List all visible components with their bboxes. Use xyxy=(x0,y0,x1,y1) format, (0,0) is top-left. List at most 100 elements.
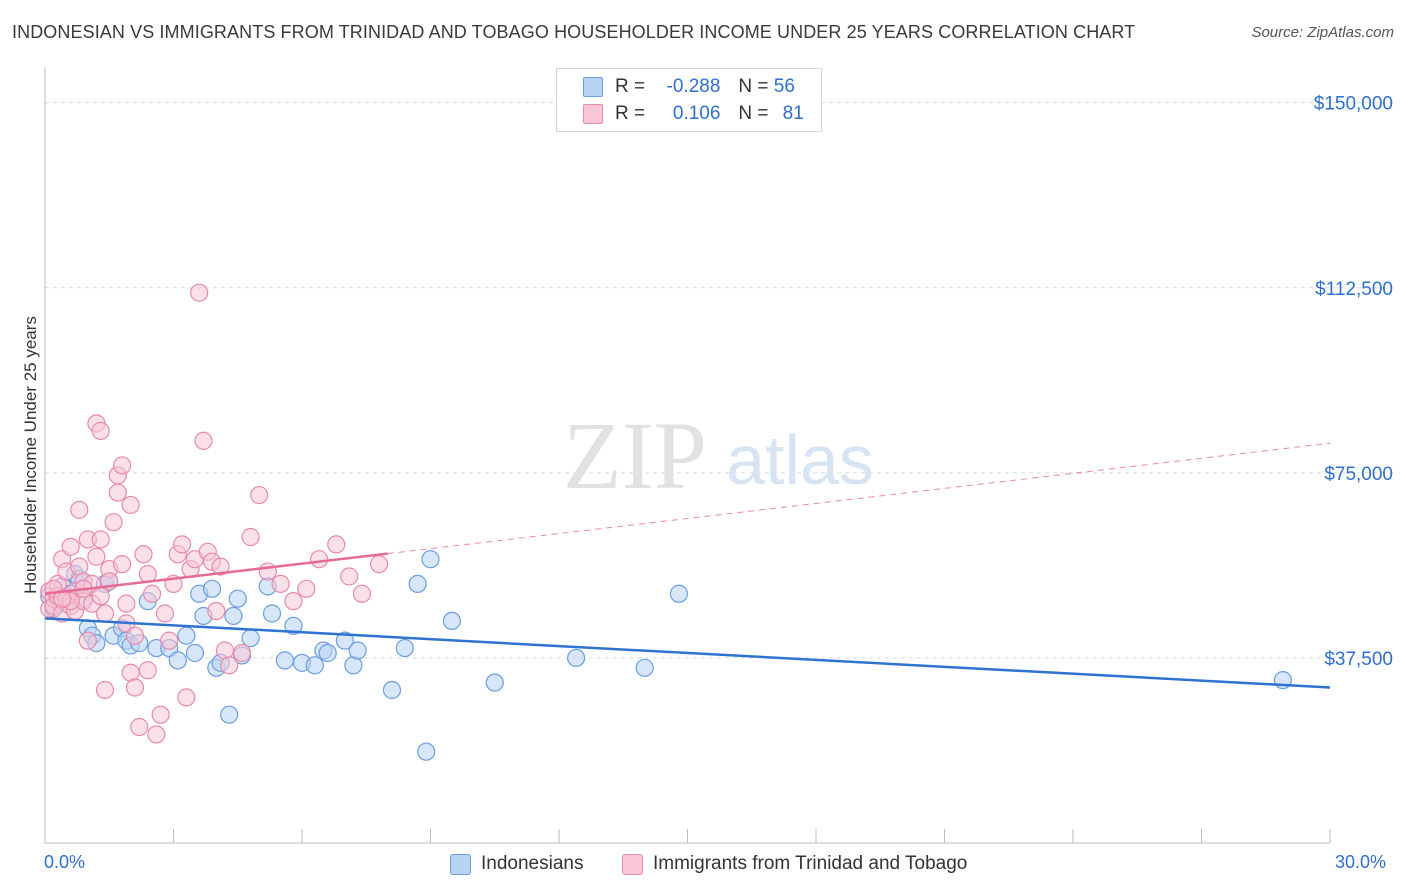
data-point-trinidad xyxy=(151,705,170,724)
data-point-trinidad xyxy=(177,688,196,707)
data-point-indonesian xyxy=(224,606,243,626)
data-point-indonesian xyxy=(177,626,196,645)
gridlines xyxy=(45,102,1395,659)
data-point-trinidad xyxy=(130,717,149,737)
data-point-trinidad xyxy=(284,592,303,611)
x-tick-min: 0.0% xyxy=(44,852,86,872)
data-point-trinidad xyxy=(258,562,277,581)
data-point-trinidad xyxy=(78,631,97,650)
data-point-indonesian xyxy=(241,629,260,648)
data-point-trinidad xyxy=(134,545,153,564)
watermark: ZIP atlas xyxy=(563,402,874,509)
legend-label-trinidad: Immigrants from Trinidad and Tobago xyxy=(653,853,968,874)
data-point-trinidad xyxy=(91,587,110,606)
legend-item-indonesians[interactable]: Indonesians xyxy=(450,852,583,876)
stats-row-pink: R = 0.106 N = 81 xyxy=(583,102,804,126)
blue-swatch xyxy=(583,77,603,97)
n-label: N = xyxy=(738,76,769,97)
data-point-trinidad xyxy=(220,656,239,675)
data-point-trinidad xyxy=(241,527,260,547)
data-point-trinidad xyxy=(61,537,80,556)
pink-n-value: 81 xyxy=(782,103,804,124)
legend-label-indonesians: Indonesians xyxy=(481,853,584,874)
stats-row-blue: R = -0.288 N = 56 xyxy=(583,75,795,99)
n-label: N = xyxy=(738,103,769,124)
chart-title: INDONESIAN VS IMMIGRANTS FROM TRINIDAD A… xyxy=(12,22,1136,42)
data-point-trinidad xyxy=(70,500,89,519)
data-point-trinidad xyxy=(147,725,166,744)
legend-item-trinidad[interactable]: Immigrants from Trinidad and Tobago xyxy=(622,852,967,876)
data-point-trinidad xyxy=(160,631,179,650)
data-point-trinidad xyxy=(352,584,372,603)
data-point-trinidad xyxy=(87,547,106,566)
trend-line-trinidad xyxy=(44,552,388,595)
trend-line-indonesians xyxy=(44,617,1331,689)
data-point-indonesian xyxy=(202,579,222,598)
y-tick-label: $150,000 xyxy=(1314,94,1393,115)
data-point-trinidad xyxy=(91,530,110,549)
data-point-trinidad xyxy=(310,550,329,569)
data-point-indonesian xyxy=(185,643,205,663)
data-point-indonesian xyxy=(348,641,367,660)
data-point-indonesian xyxy=(335,631,354,650)
data-point-trinidad xyxy=(91,421,110,440)
data-point-trinidad xyxy=(142,584,162,603)
blue-r-value: -0.288 xyxy=(666,76,721,97)
r-label: R = xyxy=(615,76,646,97)
data-point-indonesian xyxy=(220,705,239,724)
r-label: R = xyxy=(615,103,646,124)
data-point-trinidad xyxy=(190,283,209,302)
legend-swatch-blue xyxy=(450,853,471,875)
data-point-trinidad xyxy=(155,604,175,623)
data-point-indonesian xyxy=(275,651,294,670)
data-point-trinidad xyxy=(232,643,252,663)
pink-r-value: 0.106 xyxy=(672,103,721,124)
watermark-zip: ZIP xyxy=(563,402,707,509)
data-point-trinidad xyxy=(53,589,72,608)
y-tick-label: $37,500 xyxy=(1324,649,1393,670)
data-point-trinidad xyxy=(112,456,132,475)
data-point-indonesian xyxy=(228,589,247,608)
data-point-trinidad xyxy=(370,555,389,574)
watermark-atlas: atlas xyxy=(726,421,874,499)
data-point-indonesian xyxy=(395,638,414,658)
data-point-indonesian xyxy=(305,656,324,675)
data-point-trinidad xyxy=(138,661,157,680)
data-point-trinidad xyxy=(95,680,115,700)
data-point-trinidad xyxy=(327,535,346,554)
data-point-indonesian xyxy=(284,616,303,635)
data-point-indonesian xyxy=(408,574,427,593)
legend-swatch-pink xyxy=(622,853,643,875)
data-point-trinidad xyxy=(112,555,132,574)
y-tick-label: $75,000 xyxy=(1324,464,1393,485)
data-point-indonesian xyxy=(669,584,689,603)
source-label: Source: ZipAtlas.com xyxy=(1251,24,1394,41)
axes xyxy=(44,68,1331,844)
blue-n-value: 56 xyxy=(773,76,795,97)
data-point-trinidad xyxy=(95,604,115,623)
x-tick-max: 30.0% xyxy=(1335,852,1387,872)
data-point-indonesian xyxy=(635,658,654,677)
data-point-indonesian xyxy=(318,643,337,663)
data-point-indonesian xyxy=(262,604,282,623)
data-points xyxy=(40,283,1292,761)
data-point-trinidad xyxy=(104,513,123,532)
y-tick-label: $112,500 xyxy=(1315,279,1393,300)
data-point-trinidad xyxy=(211,557,230,576)
data-point-indonesian xyxy=(421,550,440,569)
data-point-indonesian xyxy=(442,611,462,631)
data-point-trinidad xyxy=(271,574,290,593)
data-point-trinidad xyxy=(125,678,145,697)
data-point-trinidad xyxy=(117,594,136,613)
data-point-trinidad xyxy=(207,601,226,621)
data-point-indonesian xyxy=(485,673,504,692)
data-point-trinidad xyxy=(340,567,359,586)
pink-swatch xyxy=(583,104,603,124)
data-point-trinidad xyxy=(172,535,192,554)
trend-line-trinidad-extrapolated xyxy=(387,442,1331,555)
data-point-trinidad xyxy=(108,483,127,502)
data-point-indonesian xyxy=(168,651,187,670)
y-tick-labels: $37,500 $75,000 $112,500 $150,000 xyxy=(1314,94,1393,670)
data-point-trinidad xyxy=(297,579,316,598)
